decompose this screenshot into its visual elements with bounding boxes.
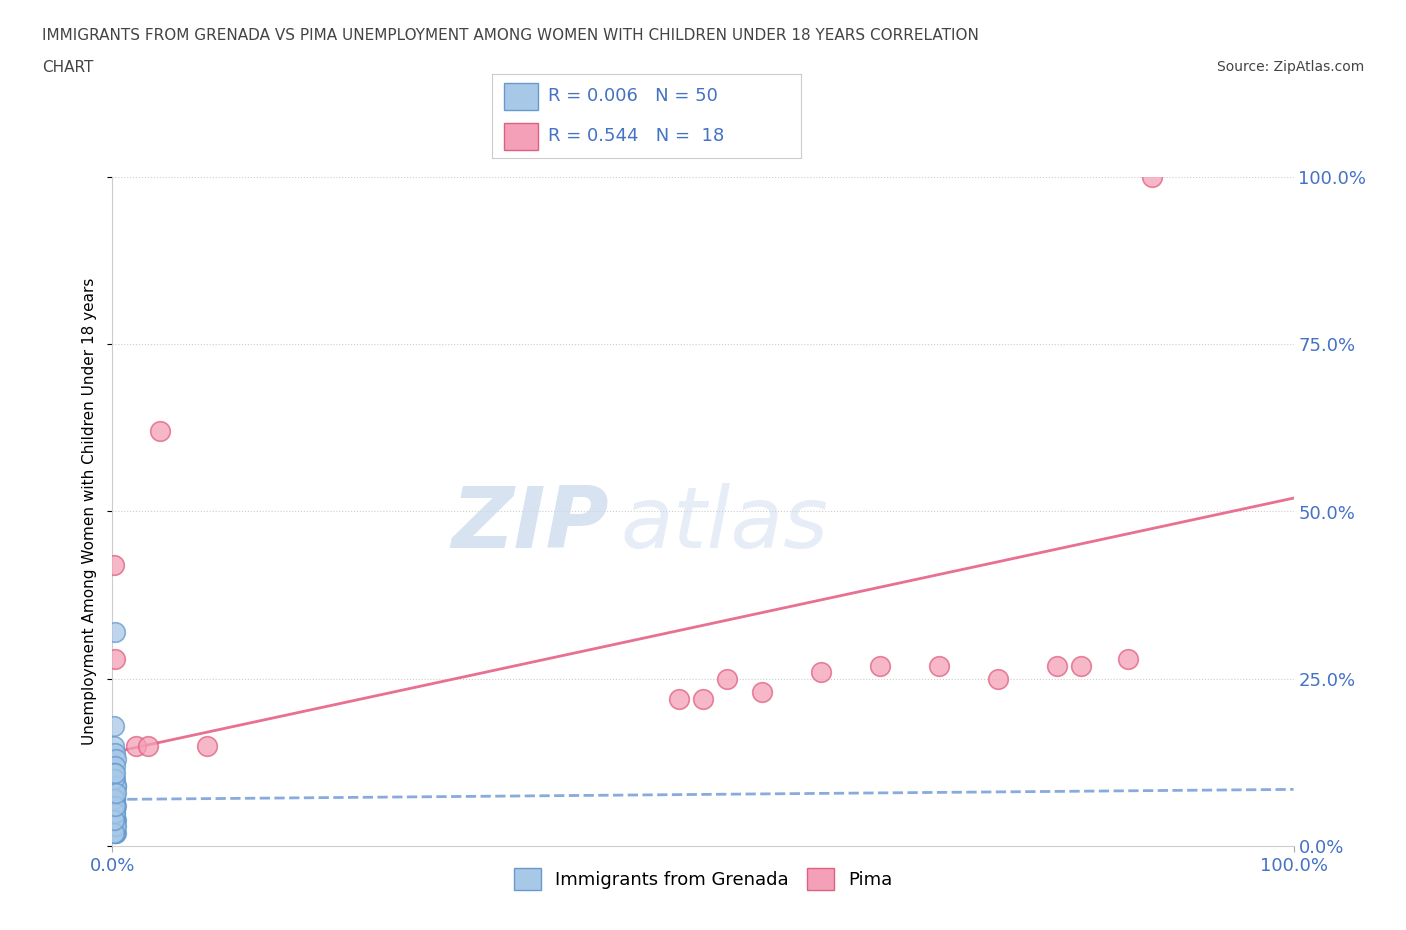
Point [103, 812, 125, 827]
Point [104, 651, 127, 666]
Point [1070, 658, 1092, 673]
Point [104, 625, 127, 640]
Point [1046, 658, 1069, 673]
Point [105, 826, 128, 841]
Point [105, 812, 128, 827]
Point [103, 772, 125, 787]
Point [103, 805, 125, 820]
Point [104, 765, 127, 780]
Text: IMMIGRANTS FROM GRENADA VS PIMA UNEMPLOYMENT AMONG WOMEN WITH CHILDREN UNDER 18 : IMMIGRANTS FROM GRENADA VS PIMA UNEMPLOY… [42, 28, 979, 43]
Legend: Immigrants from Grenada, Pima: Immigrants from Grenada, Pima [506, 861, 900, 897]
Point [987, 671, 1010, 686]
Point [104, 818, 127, 833]
Point [105, 778, 128, 793]
Point [103, 785, 125, 800]
Point [103, 765, 125, 780]
Point [869, 658, 891, 673]
Point [103, 558, 125, 573]
Point [104, 799, 127, 814]
Point [103, 785, 125, 800]
Point [103, 792, 125, 807]
Bar [505, 123, 538, 150]
Point [103, 792, 125, 807]
Point [104, 799, 127, 814]
Point [105, 799, 128, 814]
Point [103, 718, 125, 733]
Point [104, 792, 127, 807]
Point [104, 792, 127, 807]
Point [103, 818, 125, 833]
Point [103, 812, 125, 827]
Point [103, 799, 125, 814]
Point [125, 738, 148, 753]
Point [104, 759, 127, 774]
Point [104, 826, 127, 841]
Point [1140, 169, 1163, 184]
Point [195, 738, 218, 753]
Point [105, 818, 128, 833]
Point [104, 799, 127, 814]
Point [149, 424, 172, 439]
Point [810, 665, 832, 680]
Point [103, 812, 125, 827]
Point [103, 818, 125, 833]
Point [103, 805, 125, 820]
Point [104, 812, 127, 827]
Text: ZIP: ZIP [451, 484, 609, 566]
Point [103, 805, 125, 820]
Point [104, 812, 127, 827]
Point [105, 778, 128, 793]
Point [104, 818, 127, 833]
Point [104, 792, 127, 807]
Point [105, 751, 128, 766]
Point [928, 658, 950, 673]
Point [103, 818, 125, 833]
Point [104, 805, 127, 820]
Point [104, 745, 127, 760]
Point [136, 738, 159, 753]
Text: atlas: atlas [620, 484, 828, 566]
Point [104, 805, 127, 820]
Point [104, 772, 127, 787]
Point [1116, 651, 1139, 666]
Point [103, 799, 125, 814]
Point [716, 671, 738, 686]
Point [692, 692, 714, 707]
Text: Source: ZipAtlas.com: Source: ZipAtlas.com [1216, 60, 1364, 74]
Bar [505, 83, 538, 110]
Text: R = 0.006   N = 50: R = 0.006 N = 50 [548, 87, 717, 105]
Point [105, 785, 128, 800]
Y-axis label: Unemployment Among Women with Children Under 18 years: Unemployment Among Women with Children U… [82, 278, 97, 745]
Text: CHART: CHART [42, 60, 94, 75]
Point [103, 818, 125, 833]
Point [668, 692, 690, 707]
Point [103, 826, 125, 841]
Text: R = 0.544   N =  18: R = 0.544 N = 18 [548, 127, 724, 145]
Point [103, 738, 125, 753]
Point [103, 805, 125, 820]
Point [751, 684, 773, 699]
Point [104, 826, 127, 841]
Point [104, 785, 127, 800]
